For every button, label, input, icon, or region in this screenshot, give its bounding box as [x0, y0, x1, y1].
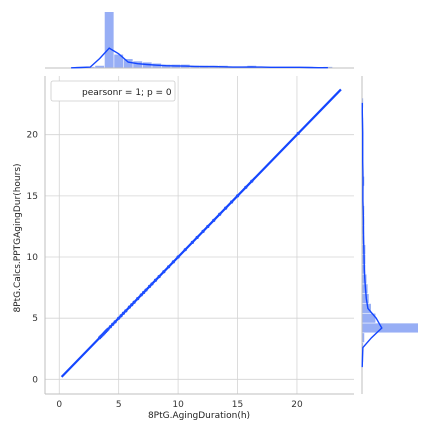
y-tick-label: 20: [27, 131, 39, 141]
scatter-point: [183, 248, 187, 252]
scatter-point: [144, 288, 148, 292]
x-tick-label: 0: [56, 400, 62, 410]
scatter-point: [167, 265, 171, 269]
scatter-point: [108, 325, 112, 329]
scatter-point: [195, 235, 199, 240]
scatter-point: [132, 300, 136, 304]
scatter-point: [235, 194, 240, 198]
y-tick-label: 10: [27, 253, 39, 263]
scatter-point: [136, 297, 140, 301]
histogram-bar-y: [362, 313, 376, 323]
legend: pearsonr = 1; p = 0: [50, 80, 176, 102]
histogram-bar-x: [114, 54, 124, 68]
x-tick-label: 20: [291, 400, 303, 410]
scatter-point: [153, 278, 158, 282]
scatter-point: [124, 309, 128, 313]
y-tick-label: 15: [27, 192, 38, 202]
histogram-bar-x: [95, 65, 105, 68]
x-tick-label: 10: [172, 400, 184, 410]
scatter-point: [117, 316, 121, 320]
scatter-point: [106, 327, 110, 331]
scatter-point: [212, 218, 216, 222]
scatter-points: [98, 131, 300, 340]
scatter-point: [150, 282, 154, 286]
grid: [45, 76, 354, 394]
scatter-point: [127, 305, 131, 309]
y-tick-label: 5: [32, 314, 38, 324]
histogram-bar-y: [362, 323, 418, 333]
x-tick-label: 5: [116, 400, 122, 410]
x-axis-label: 8PtG.AgingDuration(h): [148, 411, 250, 421]
marginal-x-histogram: [45, 12, 354, 69]
density-curve-y: [361, 102, 383, 368]
axes-spines: [44, 76, 354, 395]
scatter-point: [224, 206, 228, 210]
scatter-point: [250, 179, 254, 183]
scatter-point: [157, 274, 161, 279]
histogram-bar-x: [123, 59, 133, 68]
histogram-bar-y: [362, 303, 371, 313]
histogram-bar-y: [362, 333, 365, 343]
legend-text: pearsonr = 1; p = 0: [82, 88, 172, 98]
scatter-point: [119, 314, 123, 318]
y-tick-label: 0: [32, 375, 38, 385]
scatter-point: [142, 290, 146, 295]
scatter-point: [139, 293, 143, 297]
tick-labels: 0 5 10 15 20 0 5 10 15 20: [27, 131, 303, 410]
scatter-point: [206, 224, 210, 229]
legend-box: [50, 80, 176, 102]
histogram-bar-x: [133, 61, 143, 68]
histogram-bar-x: [104, 12, 114, 68]
scatter-point: [244, 185, 248, 189]
x-tick-label: 15: [232, 400, 243, 410]
y-axis-label: 8PtG.Calcs.PPTGAgingDur(hours): [13, 163, 23, 312]
scatter-point: [201, 229, 205, 233]
marginal-y-histogram: [361, 76, 418, 394]
scatter-point: [190, 240, 194, 244]
density-curve-x: [71, 47, 328, 69]
scatter-point: [176, 255, 180, 259]
histogram-bar-y: [362, 294, 369, 304]
scatter-point: [229, 200, 234, 204]
scatter-point: [218, 212, 222, 216]
scatter-point: [147, 284, 152, 288]
scatter-point: [162, 270, 166, 274]
scatter-point: [121, 311, 126, 315]
scatter-point: [111, 322, 115, 326]
scatter-point: [171, 260, 175, 264]
scatter-point: [296, 131, 300, 136]
scatter-point: [113, 320, 117, 324]
scatter-point: [130, 303, 134, 307]
